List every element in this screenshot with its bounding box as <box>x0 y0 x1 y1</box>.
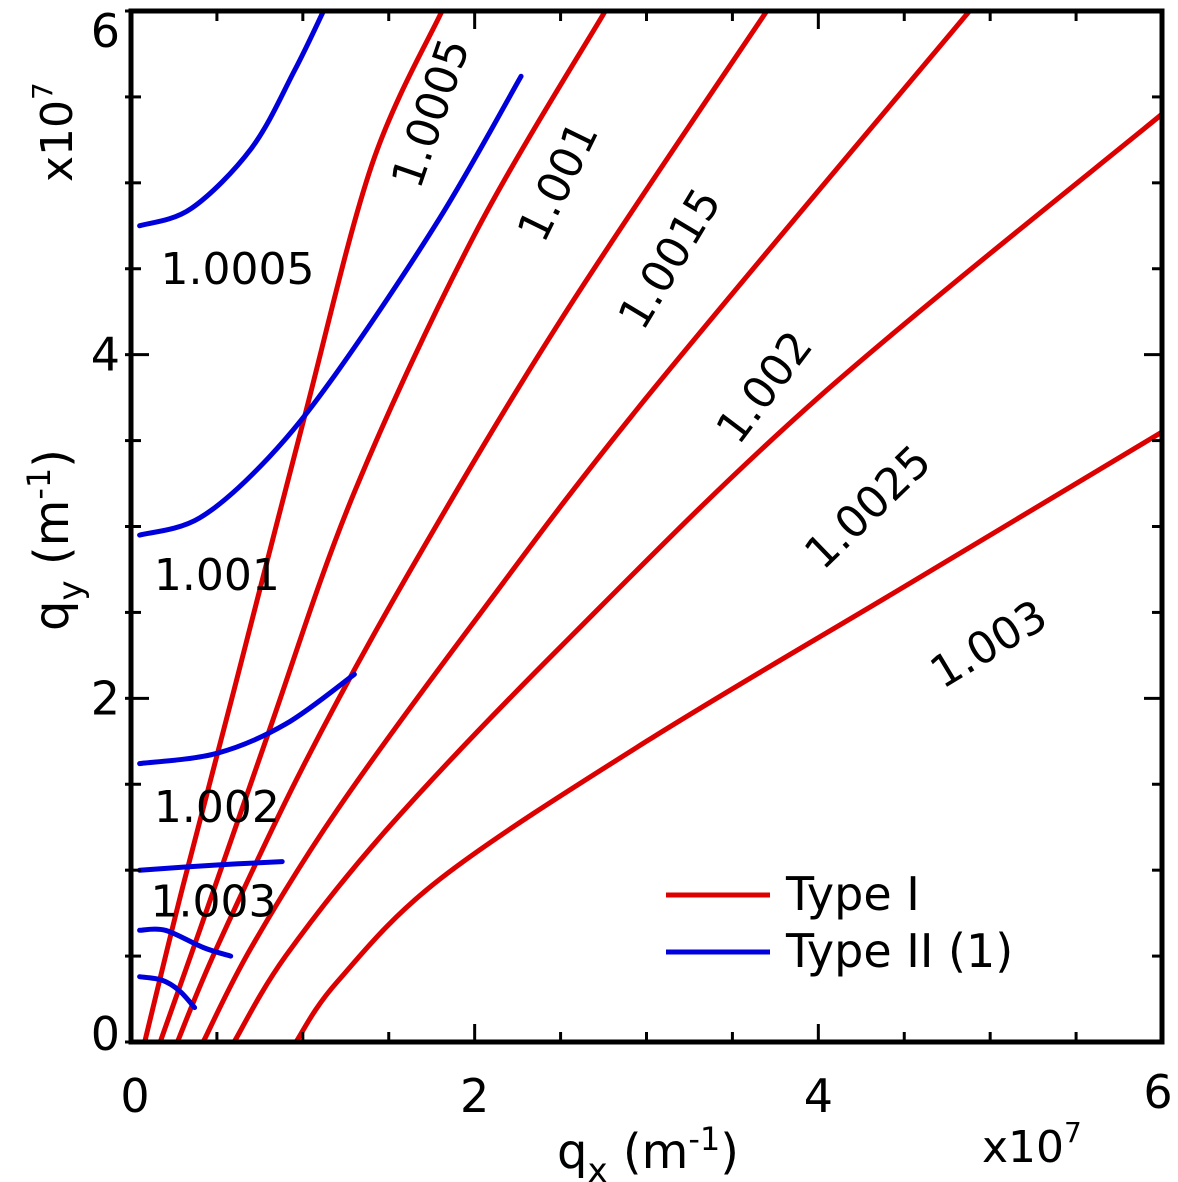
contour-line-type-ii-10 <box>137 859 285 873</box>
contour-line-type-i-3 <box>200 11 972 1042</box>
plot-frame <box>128 8 1165 1045</box>
contour-label-type-i-4: 1.0025 <box>795 436 941 580</box>
contour-label-type-ii-6: 1.0005 <box>161 244 315 295</box>
x-axis-multiplier: x107 <box>982 1116 1082 1173</box>
contour-label-type-ii-9: 1.002 <box>154 782 280 833</box>
y-axis-label: qy (m-1) <box>20 449 91 631</box>
y-axis-multiplier: x107 <box>26 82 83 182</box>
axis-tick-labels: 0 2 4 6 0 2 4 6 <box>91 4 1173 1123</box>
y-tick-label: 6 <box>91 4 120 58</box>
contour-label-type-i-1: 1.001 <box>508 114 609 250</box>
contour-line-type-i-1 <box>157 11 608 1042</box>
contour-label-type-i-5: 1.003 <box>922 590 1056 699</box>
contour-line-type-i-2 <box>174 11 770 1042</box>
contour-label-type-ii-10: 1.003 <box>150 877 276 928</box>
contour-line-type-i-4 <box>231 111 1162 1042</box>
contour-curves <box>137 11 1162 1042</box>
contour-label-type-i-3: 1.002 <box>707 322 824 453</box>
x-axis-label: qx (m-1) <box>557 1120 739 1182</box>
contour-line-type-ii-6 <box>137 11 326 229</box>
x-tick-label: 6 <box>1143 1065 1172 1119</box>
y-tick-label: 0 <box>91 1007 120 1061</box>
contour-line-type-i-0 <box>142 11 445 1042</box>
contour-line-type-ii-9 <box>137 671 357 767</box>
contour-label-type-ii-8: 1.001 <box>154 550 280 601</box>
contour-line-type-ii-11 <box>137 926 234 959</box>
x-tick-label: 0 <box>120 1069 149 1123</box>
contour-line-type-i-5 <box>293 429 1162 1042</box>
y-tick-label: 4 <box>91 328 120 382</box>
y-tick-label: 2 <box>91 671 120 725</box>
contour-line-type-ii-12 <box>137 974 198 1011</box>
legend-label-type-i: Type I <box>785 867 920 921</box>
contour-line-type-ii-7 <box>137 73 524 538</box>
legend: Type I Type II (1) <box>666 867 1013 978</box>
x-tick-label: 2 <box>460 1069 489 1123</box>
x-tick-label: 4 <box>804 1069 833 1123</box>
legend-label-type-ii: Type II (1) <box>785 924 1013 978</box>
